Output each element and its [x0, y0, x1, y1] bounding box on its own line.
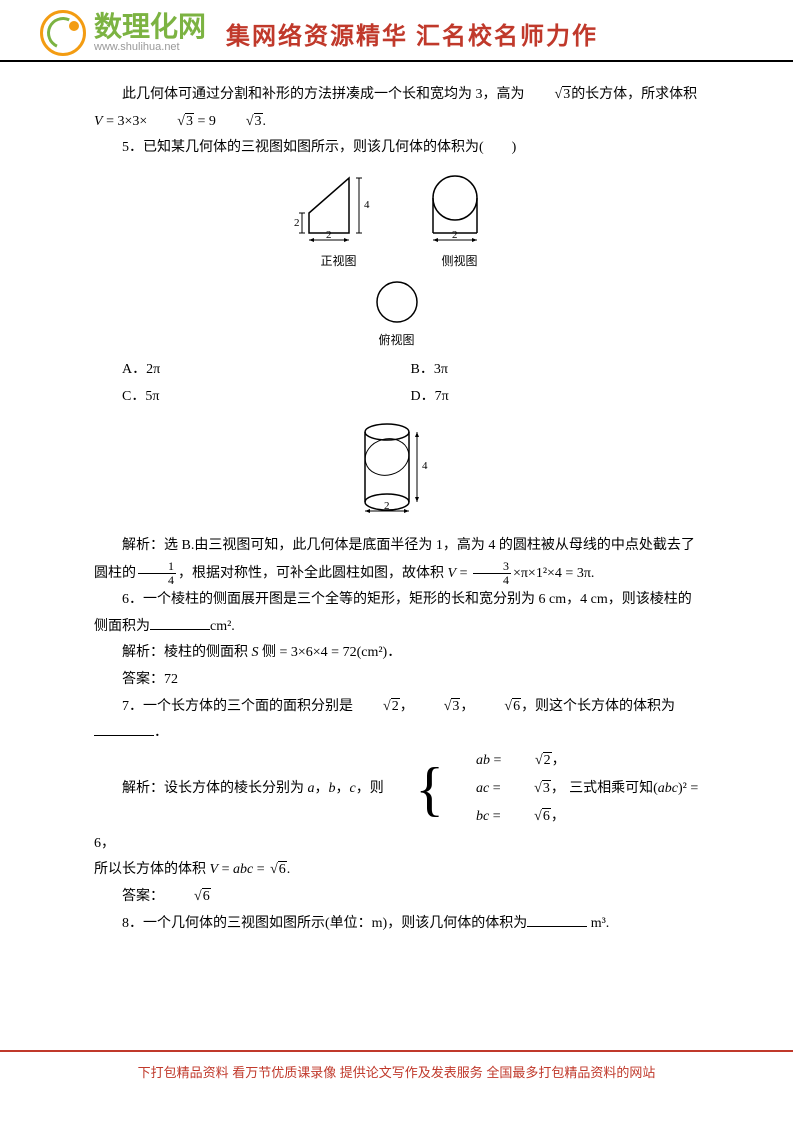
front-view: 2 4 2 正视图	[294, 168, 384, 273]
question-8: 8．一个几何体的三视图如图所示(单位：m)，则该几何体的体积为 m³.	[94, 911, 699, 938]
page-footer: 下打包精品资料 看万节优质课录像 提供论文写作及发表服务 全国最多打包精品资料的…	[0, 1050, 793, 1082]
solution-6: 解析：棱柱的侧面积 S 侧 = 3×6×4 = 72(cm²)．	[94, 640, 699, 667]
options-grid: A．2π B．3π C．5π D．7π	[122, 357, 699, 410]
top-view: 俯视图	[94, 277, 699, 352]
dim-label: 2	[384, 500, 390, 512]
footer-text: 下打包精品资料 看万节优质课录像 提供论文写作及发表服务 全国最多打包精品资料的…	[138, 1065, 656, 1080]
dim-label: 2	[452, 229, 458, 241]
question-5: 5．已知某几何体的三视图如图所示，则该几何体的体积为( )	[94, 135, 699, 162]
question-7: 7．一个长方体的三个面的面积分别是2，3，6，则这个长方体的体积为．	[94, 694, 699, 747]
solution-5: 解析：选 B.由三视图可知，此几何体是底面半径为 1，高为 4 的圆柱被从母线的…	[94, 533, 699, 587]
logo-title: 数理化网	[94, 13, 206, 41]
option-d: D．7π	[411, 384, 700, 411]
header-slogan: 集网络资源精华 汇名校名师力作	[226, 16, 598, 51]
conclusion-7: 所以长方体的体积 V = abc = 6.	[94, 857, 699, 884]
side-view: 2 侧视图	[420, 168, 500, 273]
cylinder-figure: 4 2	[94, 417, 699, 528]
answer-6: 答案：72	[94, 667, 699, 694]
eq-3: bc = 6，	[448, 803, 566, 831]
page-header: 数理化网 www.shulihua.net 集网络资源精华 汇名校名师力作	[0, 0, 793, 62]
option-b: B．3π	[411, 357, 700, 384]
logo-url: www.shulihua.net	[94, 41, 206, 53]
dim-label: 4	[422, 460, 428, 472]
content-body: 此几何体可通过分割和补形的方法拼凑成一个长和宽均为 3，高为3的长方体，所求体积…	[0, 62, 793, 937]
eq-2: ac = 3，	[448, 775, 566, 803]
side-view-label: 侧视图	[441, 250, 477, 273]
question-6: 6．一个棱柱的侧面展开图是三个全等的矩形，矩形的长和宽分别为 6 cm，4 cm…	[94, 587, 699, 640]
solution-7: 解析：设长方体的棱长分别为 a，b，c，则 { ab = 2， ac = 3， …	[94, 747, 699, 858]
dim-label: 2	[294, 217, 300, 229]
paragraph-solution-4: 此几何体可通过分割和补形的方法拼凑成一个长和宽均为 3，高为3的长方体，所求体积…	[94, 82, 699, 135]
equation-system: { ab = 2， ac = 3， bc = 6，	[387, 747, 565, 831]
eq-1: ab = 2，	[448, 747, 566, 775]
three-views-figure: 2 4 2 正视图	[94, 168, 699, 352]
front-view-label: 正视图	[320, 250, 356, 273]
dim-label: 2	[326, 229, 332, 241]
option-a: A．2π	[122, 357, 411, 384]
logo-text-block: 数理化网 www.shulihua.net	[94, 13, 206, 53]
answer-7: 答案：6	[94, 884, 699, 911]
top-view-label: 俯视图	[378, 329, 414, 352]
option-c: C．5π	[122, 384, 411, 411]
logo-icon	[40, 10, 86, 56]
dim-label: 4	[364, 199, 370, 211]
